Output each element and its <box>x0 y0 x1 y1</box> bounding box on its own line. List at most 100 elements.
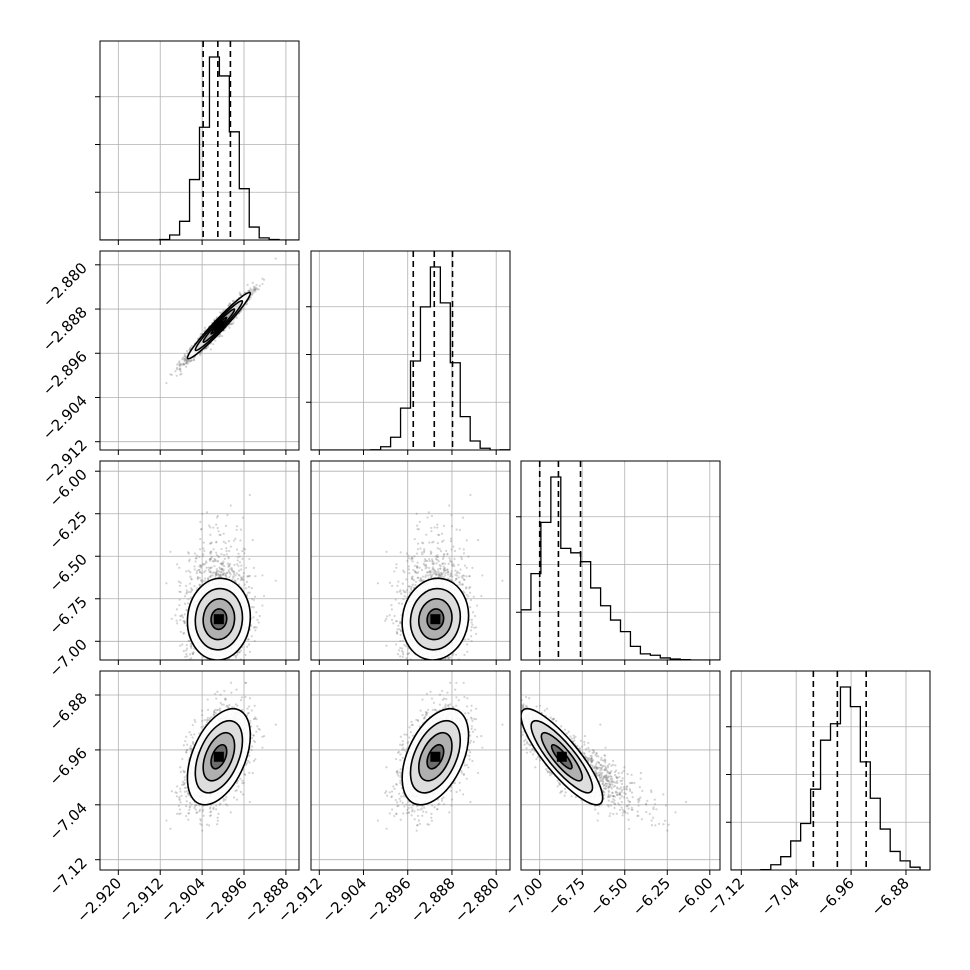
y-tick-label: −2.904 <box>39 392 91 444</box>
sample-point <box>188 559 191 563</box>
sample-point <box>430 558 434 561</box>
sample-point <box>185 570 188 573</box>
sample-point <box>188 360 192 363</box>
sample-point <box>217 574 221 577</box>
sample-point <box>430 530 433 533</box>
sample-point <box>416 561 419 564</box>
sample-point <box>235 572 238 575</box>
sample-point <box>463 653 466 657</box>
sample-point <box>224 572 227 575</box>
sample-point <box>423 560 426 563</box>
sample-point <box>225 553 228 556</box>
sample-point <box>469 493 472 497</box>
sample-point <box>183 602 187 605</box>
sample-point <box>399 589 402 592</box>
sample-point <box>475 604 479 607</box>
sample-point <box>180 615 183 618</box>
sample-point <box>208 551 212 554</box>
y-tick-label: −7.00 <box>46 635 91 680</box>
sample-point <box>179 581 182 584</box>
sample-point <box>181 613 184 617</box>
sample-point <box>185 358 188 361</box>
sample-point <box>413 537 416 541</box>
sample-point <box>434 661 436 663</box>
sample-point <box>208 558 211 561</box>
sample-point <box>216 560 219 563</box>
sample-point <box>235 528 238 532</box>
sample-point <box>402 589 405 592</box>
sample-point <box>451 564 454 568</box>
sample-point <box>165 582 168 585</box>
sample-point <box>425 533 428 536</box>
sample-point <box>429 552 432 555</box>
sample-point <box>407 565 410 568</box>
sample-point <box>185 360 188 364</box>
sample-point <box>442 568 445 571</box>
sample-point <box>441 557 445 560</box>
sample-point <box>235 666 237 668</box>
sample-point <box>252 566 256 570</box>
sample-point <box>192 359 195 362</box>
sample-point <box>438 563 441 567</box>
sample-point <box>406 652 409 656</box>
sample-point <box>238 561 242 564</box>
sample-point <box>222 553 226 557</box>
sample-point <box>229 303 232 306</box>
sample-point <box>240 293 243 296</box>
sample-point <box>445 663 447 665</box>
sample-point <box>209 571 212 574</box>
sample-point <box>442 555 445 559</box>
sample-point <box>183 353 186 356</box>
sample-point <box>183 621 186 624</box>
sample-point <box>423 549 426 553</box>
sample-point <box>427 511 430 514</box>
sample-point <box>242 571 245 575</box>
sample-point <box>433 562 436 565</box>
sample-point <box>202 541 205 544</box>
panel-2-1 <box>310 460 511 683</box>
sample-point <box>183 355 187 358</box>
sample-point <box>185 361 188 364</box>
sample-point <box>431 560 434 563</box>
sample-point <box>256 618 259 621</box>
sample-point <box>211 559 214 563</box>
sample-point <box>201 666 203 668</box>
sample-point <box>242 575 245 578</box>
sample-point <box>206 345 210 348</box>
sample-point <box>211 571 214 574</box>
sample-point <box>425 664 427 666</box>
sample-point <box>471 681 473 683</box>
sample-point <box>222 562 225 565</box>
sample-point <box>215 541 218 544</box>
sample-point <box>437 560 440 563</box>
sample-point <box>221 573 224 576</box>
sample-point <box>177 580 180 583</box>
sample-point <box>179 614 182 618</box>
sample-point <box>416 524 419 527</box>
sample-point <box>255 286 258 290</box>
sample-point <box>183 357 187 361</box>
sample-point <box>454 578 457 582</box>
sample-point <box>238 574 241 577</box>
sample-point <box>188 348 191 351</box>
sample-point <box>201 555 204 558</box>
sample-point <box>198 548 202 551</box>
sample-point <box>446 552 449 555</box>
sample-point <box>206 578 210 581</box>
sample-point <box>425 667 427 669</box>
sample-point <box>222 560 225 563</box>
sample-point <box>424 665 426 667</box>
sample-point <box>421 541 424 544</box>
sample-point <box>429 571 432 574</box>
sample-point <box>470 635 473 638</box>
sample-point <box>249 296 252 299</box>
sample-point <box>230 569 233 572</box>
sample-point <box>431 562 434 565</box>
sample-point <box>232 321 235 324</box>
sample-point <box>248 591 251 594</box>
sample-point <box>196 578 199 581</box>
sample-point <box>239 528 242 531</box>
sample-point <box>251 539 254 542</box>
sample-point <box>209 662 211 664</box>
sample-point <box>447 562 450 565</box>
